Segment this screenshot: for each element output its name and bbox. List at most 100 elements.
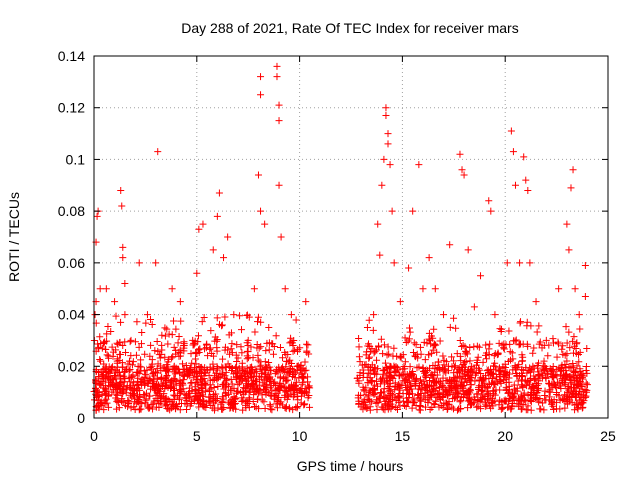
data-point bbox=[257, 361, 265, 369]
data-point bbox=[188, 359, 196, 367]
data-point bbox=[526, 259, 534, 267]
data-point bbox=[429, 346, 437, 354]
data-point bbox=[566, 344, 574, 352]
data-point bbox=[426, 364, 434, 372]
data-point bbox=[213, 395, 221, 403]
data-point bbox=[526, 376, 534, 384]
data-point bbox=[553, 372, 561, 380]
data-point bbox=[181, 390, 189, 398]
data-point bbox=[365, 353, 373, 361]
data-point bbox=[421, 356, 429, 364]
data-point bbox=[561, 351, 569, 359]
data-point bbox=[147, 341, 155, 349]
data-point bbox=[556, 396, 564, 404]
data-point bbox=[479, 358, 487, 366]
data-point bbox=[489, 398, 497, 406]
data-point bbox=[280, 382, 288, 390]
grid-layer bbox=[94, 56, 608, 418]
data-point bbox=[98, 344, 106, 352]
data-point bbox=[212, 396, 220, 404]
data-point bbox=[136, 405, 144, 413]
data-point bbox=[141, 391, 149, 399]
data-point bbox=[516, 400, 524, 408]
data-point bbox=[419, 285, 427, 293]
data-point bbox=[230, 311, 238, 319]
data-point bbox=[293, 347, 301, 355]
data-point bbox=[168, 285, 176, 293]
data-point bbox=[133, 318, 141, 326]
data-point bbox=[137, 356, 145, 364]
data-point bbox=[148, 360, 156, 368]
data-point bbox=[106, 376, 114, 384]
data-point bbox=[198, 375, 206, 383]
data-point bbox=[425, 351, 433, 359]
data-point bbox=[259, 385, 267, 393]
data-point bbox=[165, 330, 173, 338]
data-point bbox=[447, 377, 455, 385]
data-point bbox=[249, 354, 257, 362]
data-point bbox=[470, 343, 478, 351]
data-point bbox=[276, 379, 284, 387]
data-point bbox=[175, 386, 183, 394]
y-tick-label: 0.06 bbox=[58, 255, 85, 271]
data-point bbox=[457, 397, 465, 405]
data-point bbox=[454, 372, 462, 380]
data-point bbox=[399, 390, 407, 398]
data-point bbox=[283, 376, 291, 384]
data-point bbox=[263, 381, 271, 389]
data-point bbox=[487, 404, 495, 412]
data-point bbox=[497, 327, 505, 335]
data-point bbox=[127, 336, 135, 344]
data-point bbox=[469, 368, 477, 376]
data-point bbox=[161, 324, 169, 332]
data-point bbox=[445, 376, 453, 384]
data-point bbox=[158, 346, 166, 354]
data-point bbox=[421, 389, 429, 397]
data-point bbox=[114, 340, 122, 348]
data-point bbox=[130, 393, 138, 401]
data-point bbox=[218, 405, 226, 413]
data-point bbox=[138, 400, 146, 408]
data-point bbox=[380, 155, 388, 163]
data-point bbox=[579, 375, 587, 383]
data-point bbox=[467, 381, 475, 389]
data-point bbox=[425, 383, 433, 391]
data-point bbox=[523, 322, 531, 330]
data-point bbox=[394, 394, 402, 402]
data-point bbox=[200, 401, 208, 409]
data-point bbox=[536, 338, 544, 346]
data-point bbox=[266, 401, 274, 409]
data-point bbox=[157, 350, 165, 358]
x-tick-label: 10 bbox=[292, 428, 308, 444]
data-point bbox=[368, 378, 376, 386]
data-point bbox=[409, 207, 417, 215]
data-point bbox=[297, 399, 305, 407]
data-point bbox=[175, 332, 183, 340]
data-point bbox=[160, 390, 168, 398]
x-tick-label: 20 bbox=[497, 428, 513, 444]
data-point bbox=[373, 406, 381, 414]
data-point bbox=[439, 352, 447, 360]
data-point bbox=[505, 389, 513, 397]
data-point bbox=[289, 386, 297, 394]
data-point bbox=[550, 405, 558, 413]
data-point bbox=[112, 312, 120, 320]
data-point bbox=[287, 311, 295, 319]
data-point bbox=[190, 374, 198, 382]
data-point bbox=[96, 333, 104, 341]
data-point bbox=[97, 398, 105, 406]
data-point bbox=[184, 390, 192, 398]
data-point bbox=[196, 364, 204, 372]
data-point bbox=[509, 355, 517, 363]
data-point bbox=[541, 362, 549, 370]
data-point bbox=[365, 316, 373, 324]
data-point bbox=[456, 398, 464, 406]
data-point bbox=[563, 220, 571, 228]
data-point bbox=[103, 337, 111, 345]
data-point bbox=[96, 355, 104, 363]
data-point bbox=[500, 345, 508, 353]
data-point bbox=[483, 402, 491, 410]
data-point bbox=[217, 400, 225, 408]
data-point bbox=[192, 360, 200, 368]
data-point bbox=[366, 342, 374, 350]
